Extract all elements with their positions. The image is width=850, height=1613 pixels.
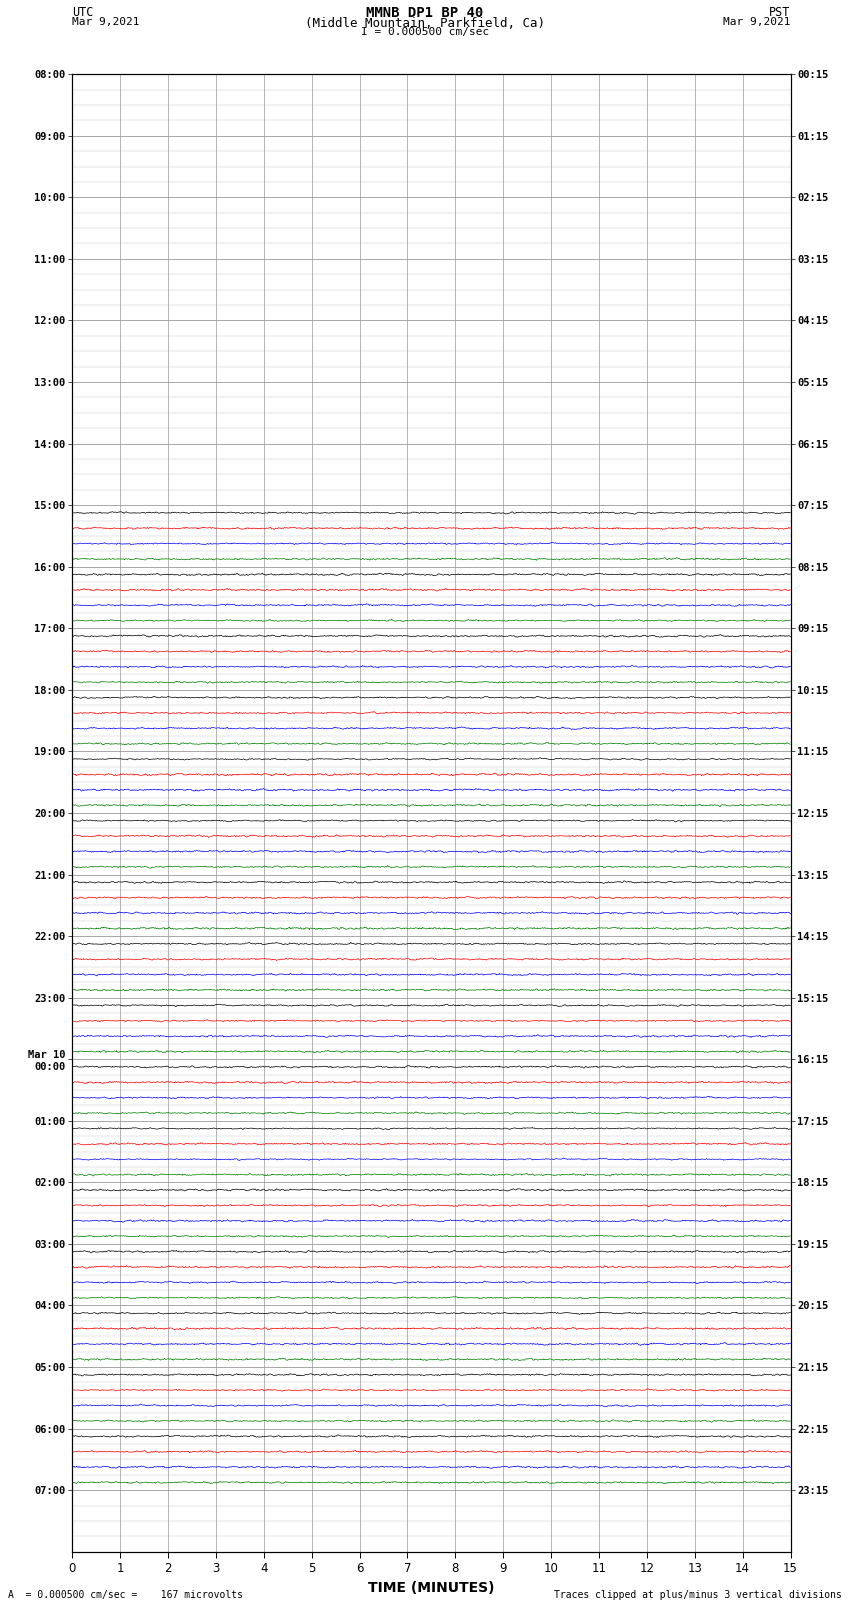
Text: UTC: UTC [72, 5, 94, 19]
Text: A  = 0.000500 cm/sec =    167 microvolts: A = 0.000500 cm/sec = 167 microvolts [8, 1590, 243, 1600]
Text: (Middle Mountain, Parkfield, Ca): (Middle Mountain, Parkfield, Ca) [305, 18, 545, 31]
Text: Mar 9,2021: Mar 9,2021 [723, 18, 791, 27]
Text: Traces clipped at plus/minus 3 vertical divisions: Traces clipped at plus/minus 3 vertical … [553, 1590, 842, 1600]
X-axis label: TIME (MINUTES): TIME (MINUTES) [368, 1581, 495, 1595]
Text: PST: PST [769, 5, 790, 19]
Text: I = 0.000500 cm/sec: I = 0.000500 cm/sec [361, 26, 489, 37]
Text: MMNB DP1 BP 40: MMNB DP1 BP 40 [366, 5, 484, 19]
Text: Mar 9,2021: Mar 9,2021 [72, 18, 139, 27]
